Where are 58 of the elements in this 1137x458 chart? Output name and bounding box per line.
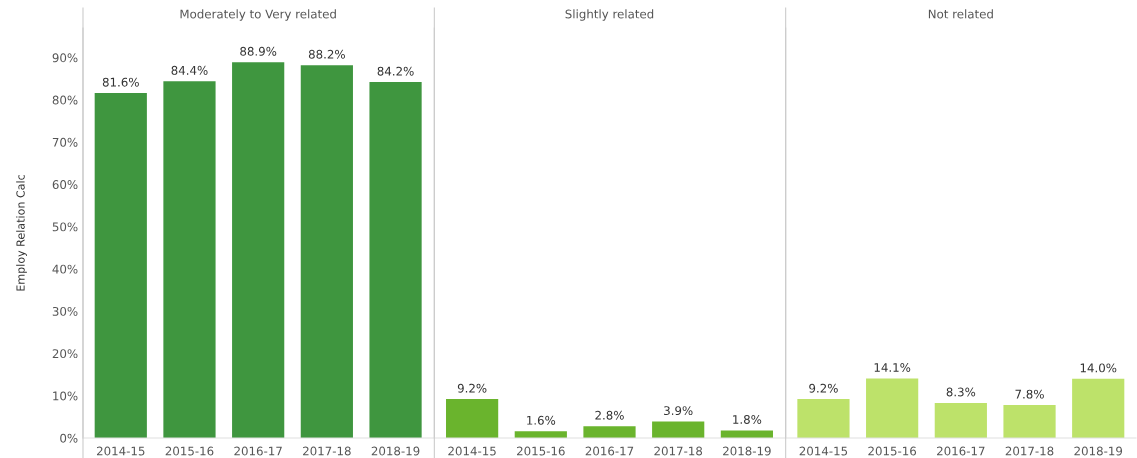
data-label: 81.6% [102,77,139,87]
data-label: 9.2% [809,383,838,393]
data-label: 84.4% [171,65,208,75]
y-axis-title: Employ Relation Calc [16,174,27,291]
y-tick-label: 80% [52,95,78,105]
y-tick-label: 40% [52,264,78,274]
bar [934,402,987,438]
y-tick-label: 60% [52,180,78,190]
x-tick-label: 2016-17 [234,446,282,456]
x-tick-label: 2018-19 [371,446,420,456]
x-tick-label: 2018-19 [1074,446,1123,456]
y-tick-label: 10% [53,391,78,401]
bar [163,81,216,438]
data-label: 7.8% [1015,389,1044,399]
x-tick-label: 2015-16 [868,446,917,456]
data-label: 14.0% [1080,363,1117,373]
x-tick-label: 2017-18 [654,446,703,456]
data-label: 88.9% [240,46,277,56]
bar [1003,405,1056,438]
y-tick-label: 50% [52,222,78,232]
bar [446,399,499,438]
x-tick-label: 2014-15 [799,446,848,456]
y-tick-label: 90% [52,53,78,63]
x-tick-label: 2017-18 [1005,446,1054,456]
x-tick-label: 2014-15 [448,446,496,456]
bar [1072,378,1125,438]
data-label: 1.6% [527,415,556,425]
data-label: 3.9% [664,406,693,416]
bar [94,93,147,438]
data-label: 1.8% [733,415,762,424]
bar [652,421,705,438]
y-tick-label: 70% [52,137,78,147]
data-label: 14.1% [874,363,911,372]
data-label: 9.2% [457,383,487,393]
x-tick-label: 2016-17 [585,446,634,456]
x-tick-label: 2015-16 [165,446,214,456]
data-label: 8.3% [946,387,976,397]
data-label: 2.8% [595,410,624,420]
x-tick-label: 2017-18 [303,446,351,456]
y-tick-label: 20% [52,349,78,359]
x-tick-label: 2018-19 [723,446,771,456]
data-label: 84.2% [377,66,414,76]
chart-title: Moderately to Very related [180,9,336,21]
chart-title: Slightly related [565,9,654,21]
x-tick-label: 2015-16 [517,446,565,456]
bar [300,65,353,438]
x-tick-label: 2014-15 [96,446,145,456]
y-tick-label: 30% [52,306,78,316]
data-label: 88.2% [308,49,345,59]
bar [797,399,850,438]
bar [583,426,636,438]
x-tick-label: 2016-17 [937,446,985,456]
bar [232,62,285,438]
bar [369,82,422,438]
y-tick-label: 0% [60,433,78,443]
bar [866,378,919,438]
bar [720,430,773,438]
chart-title: Not related [928,9,993,19]
